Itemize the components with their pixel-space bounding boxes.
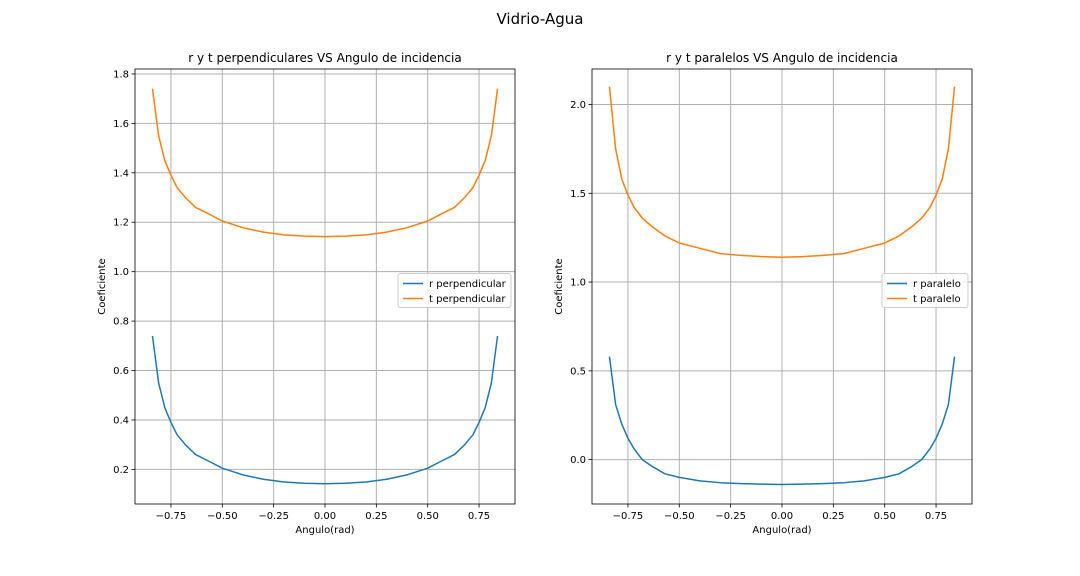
chart-2-group: −0.75 −0.50 −0.25 0.00 0.25 0.50 0.75 0.0 0.5 1.0…	[554, 51, 973, 536]
chart-1-legend-box	[397, 273, 512, 308]
chart-2-xtick-label-2: −0.25	[715, 511, 746, 522]
chart-1-xtick-label-1: −0.50	[207, 511, 238, 522]
figure-suptitle: Vidrio-Agua	[497, 10, 584, 28]
chart-1-xlabel: Angulo(rad)	[295, 525, 354, 536]
chart-2-title: r y t paralelos VS Angulo de incidencia	[666, 51, 898, 65]
chart-1-ytick-label-2: 0.6	[113, 366, 129, 377]
chart-1-xtick-label-5: 0.50	[417, 511, 439, 522]
chart-2-ytick-label-0: 0.0	[570, 455, 586, 466]
chart-2-legend-label-1: t paralelo	[913, 294, 961, 305]
chart-1-title: r y t perpendiculares VS Angulo de incid…	[188, 51, 461, 65]
chart-1-ytick-label-4: 1.0	[113, 267, 129, 278]
chart-2-xtick-label-0: −0.75	[613, 511, 644, 522]
chart-1-ylabel: Coeficiente	[97, 258, 108, 314]
chart-1-series-t-perpendicular	[151, 88, 499, 238]
chart-2-xtick-label-3: 0.00	[771, 511, 793, 522]
chart-1-xtick-label-4: 0.25	[365, 511, 387, 522]
chart-2-legend-label-0: r paralelo	[913, 279, 961, 290]
chart-1-ytick-label-3: 0.8	[113, 317, 129, 328]
chart-1-ytick-label-6: 1.4	[113, 168, 129, 179]
chart-2-series-r-paralelo	[608, 356, 956, 486]
chart-1-ytick-label-0: 0.2	[113, 465, 129, 476]
chart-1-legend-label-0: r perpendicular	[429, 279, 507, 290]
chart-1-series-r-perpendicular	[151, 335, 499, 485]
chart-2-ytick-label-1: 0.5	[570, 366, 586, 377]
chart-1-ytick-label-5: 1.2	[113, 218, 129, 229]
plots-container: −0.75 −0.50 −0.25 0.00 0.25 0.50 0.75 0.2 0.4 0.6…	[97, 51, 973, 536]
chart-1-legend: r perpendicular t perpendicular	[397, 273, 512, 308]
chart-2-series-t-paralelo	[608, 86, 956, 258]
chart-1-ytick-label-7: 1.6	[113, 119, 129, 130]
chart-2-xlabel: Angulo(rad)	[752, 525, 811, 536]
chart-2-ylabel: Coeficiente	[554, 258, 565, 314]
chart-1-group: −0.75 −0.50 −0.25 0.00 0.25 0.50 0.75 0.2 0.4 0.6…	[97, 51, 516, 536]
chart-2-ytick-label-2: 1.0	[570, 278, 586, 289]
chart-2-xtick-label-1: −0.50	[664, 511, 695, 522]
chart-2-xtick-label-4: 0.25	[822, 511, 844, 522]
chart-1-xtick-label-0: −0.75	[156, 511, 187, 522]
chart-2-xtick-label-5: 0.50	[874, 511, 896, 522]
chart-1-xtick-label-2: −0.25	[258, 511, 289, 522]
chart-2-xtick-label-6: 0.75	[925, 511, 947, 522]
chart-1-xtick-label-6: 0.75	[468, 511, 490, 522]
chart-1-ytick-label-8: 1.8	[113, 69, 129, 80]
chart-2-ytick-label-4: 2.0	[570, 100, 586, 111]
chart-1-legend-label-1: t perpendicular	[429, 294, 506, 305]
chart-1-xtick-label-3: 0.00	[314, 511, 336, 522]
chart-2-ytick-label-3: 1.5	[570, 189, 586, 200]
chart-2-legend: r paralelo t paralelo	[881, 273, 969, 308]
chart-1-ytick-label-1: 0.4	[113, 415, 129, 426]
